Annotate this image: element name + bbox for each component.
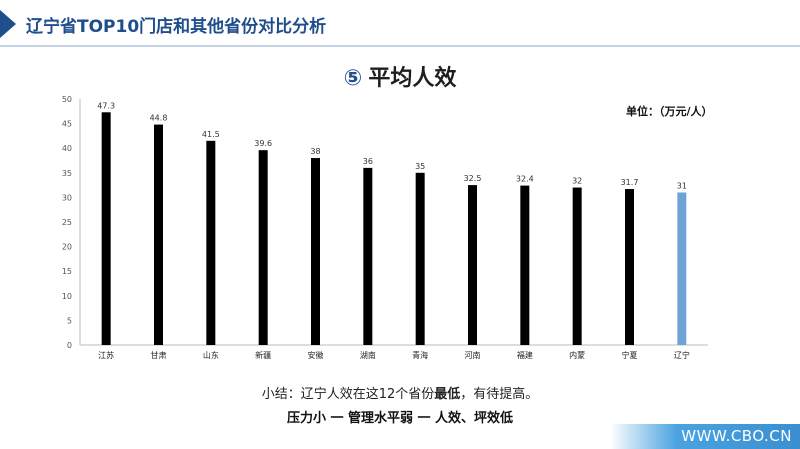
summary-prefix: 小结：辽宁人效在这12个省份 (261, 387, 435, 402)
bar (677, 192, 687, 345)
y-tick-label: 25 (62, 218, 72, 227)
footer-band (610, 424, 800, 449)
data-label: 35 (415, 162, 425, 171)
y-tick-label: 0 (67, 341, 72, 350)
bar (101, 112, 111, 345)
chart-heading-number: ⑤ (343, 66, 363, 91)
category-label: 山东 (203, 350, 219, 360)
data-label: 38 (310, 147, 320, 156)
chart-heading-text: 平均人效 (368, 66, 457, 91)
data-label: 31 (677, 181, 687, 190)
data-label: 39.6 (254, 139, 272, 148)
header-arrow-icon (0, 10, 16, 38)
data-label: 44.8 (150, 114, 168, 123)
bar (520, 185, 530, 345)
data-label: 36 (363, 157, 373, 166)
page-title: 辽宁省TOP10门店和其他省份对比分析 (26, 17, 327, 37)
bar (206, 140, 216, 345)
y-tick-label: 10 (62, 292, 72, 301)
data-label: 32 (572, 177, 582, 186)
y-tick-label: 30 (62, 193, 72, 202)
y-tick-label: 5 (67, 316, 72, 325)
summary-line-2: 压力小 一 管理水平弱 一 人效、坪效低 (286, 411, 514, 426)
y-tick-label: 20 (62, 243, 72, 252)
data-label: 32.5 (464, 174, 482, 183)
category-label: 内蒙 (569, 350, 585, 360)
category-label: 安徽 (308, 350, 324, 360)
data-label: 47.3 (97, 101, 115, 110)
watermark: WWW.CBO.CN (681, 427, 792, 445)
data-label: 31.7 (621, 178, 639, 187)
chart-heading: ⑤ 平均人效 (0, 60, 800, 92)
data-label: 32.4 (516, 175, 534, 184)
bar (258, 150, 268, 345)
y-tick-label: 40 (62, 144, 72, 153)
y-tick-label: 50 (62, 95, 72, 104)
category-label: 宁夏 (622, 350, 638, 360)
bar (363, 167, 373, 345)
bar (311, 158, 320, 345)
unit-label: 单位：（万元/人） (626, 105, 713, 118)
summary-line-1: 小结：辽宁人效在这12个省份最低，有待提高。 (0, 383, 800, 402)
summary-emphasis: 最低 (434, 387, 461, 402)
bar (415, 172, 425, 345)
category-label: 江苏 (98, 350, 114, 360)
bar (625, 189, 634, 345)
bar (468, 185, 477, 345)
y-tick-label: 15 (62, 267, 72, 276)
data-label: 41.5 (202, 130, 220, 139)
category-label: 湖南 (360, 350, 376, 360)
category-label: 新疆 (255, 350, 271, 360)
category-label: 辽宁 (674, 350, 690, 360)
category-label: 河南 (465, 350, 481, 360)
bar (572, 187, 582, 345)
header-divider (0, 45, 800, 47)
y-tick-label: 35 (62, 169, 72, 178)
summary-suffix: ，有待提高。 (460, 387, 539, 402)
header-bar: 辽宁省TOP10门店和其他省份对比分析 (0, 0, 800, 48)
category-label: 福建 (517, 350, 533, 360)
category-label: 甘肃 (151, 350, 167, 360)
y-tick-label: 45 (62, 120, 72, 129)
category-label: 青海 (412, 350, 428, 360)
bar (154, 124, 163, 345)
